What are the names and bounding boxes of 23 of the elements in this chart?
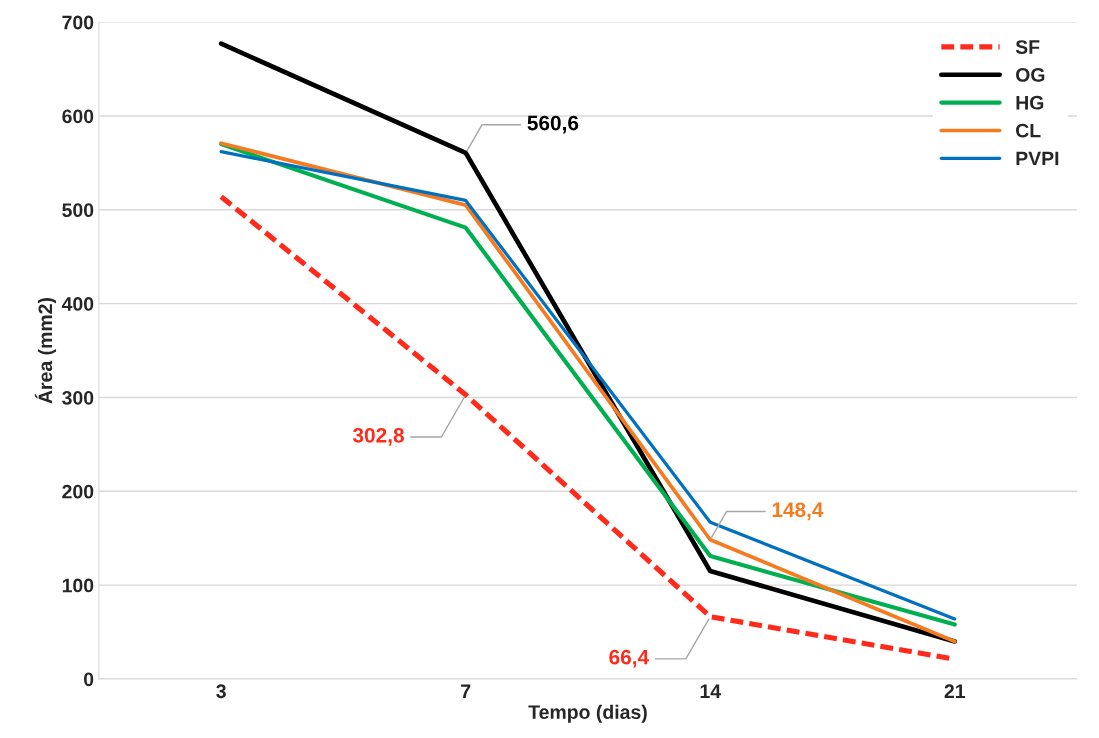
y-tick-label: 100 (62, 578, 94, 593)
y-axis-title: Área (mm2) (34, 298, 57, 404)
x-tick-label: 7 (461, 684, 471, 698)
legend-label: SF (1015, 40, 1040, 54)
y-tick-label: 600 (62, 109, 94, 124)
x-axis-title: Tempo (dias) (528, 704, 647, 723)
x-tick-label: 3 (216, 684, 226, 699)
x-tick-label: 21 (944, 684, 966, 698)
y-tick-label: 400 (61, 297, 94, 311)
legend-label: HG (1016, 95, 1044, 110)
y-tick-label: 0 (84, 672, 94, 687)
data-label: 66,4 (609, 649, 649, 668)
y-tick-label: 200 (62, 484, 94, 499)
x-tick-label: 14 (700, 684, 721, 698)
legend-label: OG (1016, 68, 1045, 82)
y-tick-label: 700 (62, 15, 94, 30)
data-label: 148,4 (772, 502, 824, 521)
y-tick-label: 500 (62, 203, 94, 218)
data-label: 302,8 (352, 427, 404, 446)
legend-label: CL (1016, 123, 1041, 138)
legend-label: PVPI (1016, 151, 1059, 166)
data-label: 560,6 (527, 115, 579, 134)
y-tick-label: 300 (62, 390, 94, 405)
